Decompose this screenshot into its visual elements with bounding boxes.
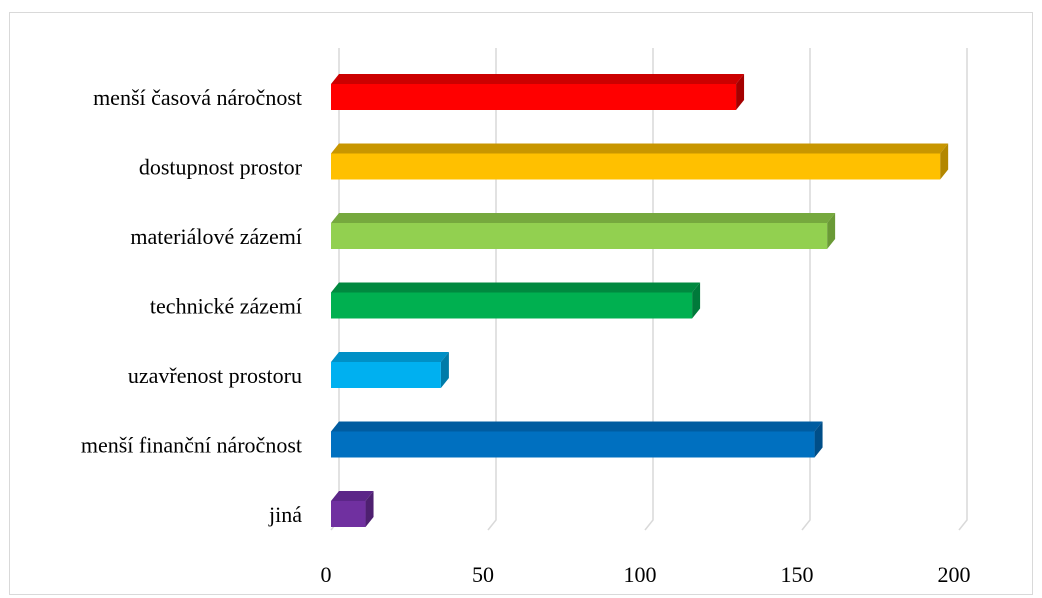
bar-5 bbox=[331, 421, 823, 458]
x-tick-label: 100 bbox=[624, 562, 657, 587]
bar-front bbox=[331, 501, 366, 527]
bar-top bbox=[331, 282, 701, 293]
gridline-200 bbox=[958, 48, 968, 531]
category-label: materiálové zázemí bbox=[130, 224, 302, 249]
bar-top bbox=[331, 421, 823, 432]
category-label: dostupnost prostor bbox=[139, 155, 303, 180]
bar-3 bbox=[331, 282, 701, 319]
category-label: menší finanční náročnost bbox=[81, 433, 302, 458]
bar-top bbox=[331, 74, 745, 84]
bar-top bbox=[331, 213, 836, 223]
bar-6 bbox=[331, 491, 374, 527]
bar-front bbox=[331, 223, 828, 249]
bar-0 bbox=[331, 74, 745, 110]
bar-top bbox=[331, 491, 374, 501]
category-label: technické zázemí bbox=[150, 294, 302, 319]
bar-front bbox=[331, 153, 941, 180]
bar-side bbox=[736, 74, 745, 110]
x-tick-label: 50 bbox=[472, 562, 494, 587]
x-axis-ticks: 0 50 100 150 200 bbox=[321, 562, 971, 587]
gridline-100 bbox=[644, 48, 654, 531]
bar-front bbox=[331, 292, 693, 319]
category-label: uzavřenost prostoru bbox=[128, 363, 302, 388]
bar-side bbox=[365, 491, 374, 527]
bar-side bbox=[940, 143, 949, 180]
bar-2 bbox=[331, 213, 836, 249]
bar-top bbox=[331, 352, 449, 362]
bar-side bbox=[814, 421, 823, 458]
x-tick-label: 200 bbox=[938, 562, 971, 587]
bar-side bbox=[440, 352, 449, 388]
bar-side bbox=[827, 213, 836, 249]
bar-side bbox=[692, 282, 701, 319]
bar-front bbox=[331, 84, 737, 110]
category-label: menší časová náročnost bbox=[93, 85, 302, 110]
bars bbox=[331, 74, 949, 527]
bar-top bbox=[331, 143, 949, 154]
category-labels: menší časová náročnost dostupnost prostor… bbox=[81, 85, 303, 527]
bar-1 bbox=[331, 143, 949, 180]
bar-front bbox=[331, 431, 815, 458]
category-label: jiná bbox=[268, 502, 302, 527]
x-tick-label: 0 bbox=[321, 562, 332, 587]
bar-front bbox=[331, 362, 441, 388]
x-tick-label: 150 bbox=[781, 562, 814, 587]
bar-4 bbox=[331, 352, 449, 388]
gridline-150 bbox=[801, 48, 811, 531]
gridline-50 bbox=[487, 48, 497, 531]
